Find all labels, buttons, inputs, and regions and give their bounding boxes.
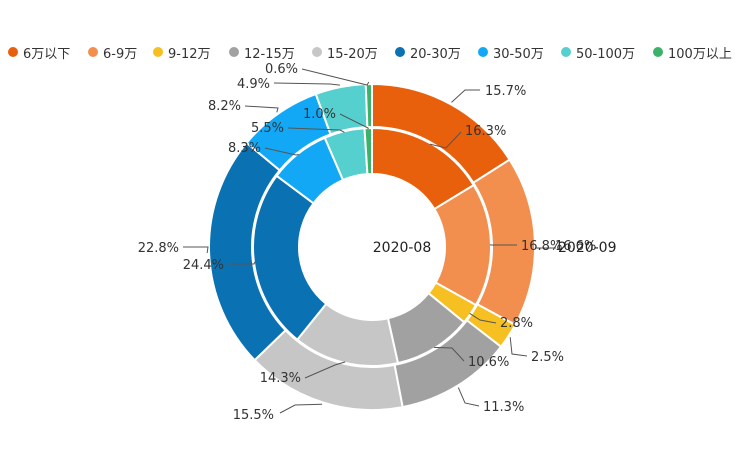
outer-slice-label-7: 8.2%: [208, 99, 241, 114]
legend-label: 30-50万: [493, 46, 544, 62]
inner-slice-label-1: 16.3%: [465, 124, 506, 139]
legend-label: 6-9万: [103, 46, 138, 62]
outer-label-line-9: [301, 68, 370, 86]
outer-label-line-5: [279, 403, 323, 414]
legend-label: 50-100万: [576, 46, 636, 62]
legend-item-5[interactable]: 15-20万: [312, 43, 378, 62]
outer-slice-label-2: 16.6%: [555, 239, 596, 254]
outer-label-line-3: [509, 337, 528, 357]
legend-label: 9-12万: [168, 46, 211, 62]
legend-label: 15-20万: [327, 46, 378, 62]
inner-slice-label-5: 14.3%: [260, 371, 301, 386]
legend-label: 100万以上: [668, 46, 732, 62]
legend-swatch: [395, 47, 405, 57]
outer-label-line-6: [183, 246, 209, 254]
legend-item-6[interactable]: 20-30万: [395, 43, 461, 62]
outer-label-line-4: [457, 387, 480, 407]
outer-slice-label-3: 2.5%: [531, 350, 564, 365]
inner-slice-label-2: 16.8%: [521, 239, 562, 254]
legend-label: 12-15万: [244, 46, 295, 62]
legend-item-7[interactable]: 30-50万: [478, 43, 544, 62]
inner-label-line-1: [429, 131, 462, 149]
legend-item-8[interactable]: 50-100万: [561, 43, 636, 62]
slices: [208, 82, 536, 411]
outer-slice-label-6: 22.8%: [138, 241, 179, 256]
legend-item-3[interactable]: 9-12万: [153, 43, 211, 62]
legend-label: 6万以下: [23, 46, 71, 62]
legend-label: 20-30万: [410, 46, 461, 62]
inner-label-line-4: [433, 346, 465, 362]
inner-slice-label-9: 1.0%: [303, 107, 336, 122]
outer-label-line-1: [451, 89, 480, 103]
label-lines: [183, 68, 556, 414]
legend-swatch: [312, 47, 322, 57]
legend-swatch: [8, 47, 18, 57]
slice-labels: 15.7% 16.6% 2.5% 11.3% 15.5% 22.8% 8.2% 4.9%0.6…: [138, 62, 617, 423]
inner-label-line-7: [264, 147, 299, 156]
inner-slice-6[interactable]: [252, 174, 328, 342]
inner-label-line-8: [287, 127, 345, 133]
legend-swatch: [653, 47, 663, 57]
inner-slice-label-3: 2.8%: [500, 316, 533, 331]
outer-slice-label-4: 11.3%: [483, 400, 524, 415]
legend-item-1[interactable]: 6万以下: [8, 43, 71, 62]
inner-slice-9[interactable]: [363, 126, 373, 176]
legend-swatch: [88, 47, 98, 57]
outer-slice-label-8: 4.9%: [237, 77, 270, 92]
outer-series-name: 2020-09: [558, 240, 617, 256]
outer-slice-label-9: 0.6%: [265, 62, 298, 77]
chart-legend: 6万以下 6-9万 9-12万 12-15万 15-20万 20-30万 30-50万 50-…: [0, 43, 744, 62]
outer-label-line-8: [273, 82, 341, 86]
legend-swatch: [561, 47, 571, 57]
outer-label-line-7: [244, 105, 279, 113]
inner-label-line-3: [469, 312, 497, 324]
outer-slice-label-1: 15.7%: [485, 84, 526, 99]
legend-item-4[interactable]: 12-15万: [229, 43, 295, 62]
inner-slice-label-6: 24.4%: [183, 258, 224, 273]
outer-slice-9[interactable]: [364, 82, 373, 129]
inner-slice-label-7: 8.3%: [228, 141, 261, 156]
inner-slice-label-4: 10.6%: [468, 355, 509, 370]
legend-item-2[interactable]: 6-9万: [88, 43, 138, 62]
legend-swatch: [478, 47, 488, 57]
inner-series-name: 2020-08: [373, 240, 432, 256]
legend-swatch: [153, 47, 163, 57]
inner-slice-label-8: 5.5%: [251, 121, 284, 136]
legend-item-9[interactable]: 100万以上: [653, 43, 732, 62]
inner-label-line-6: [228, 261, 256, 265]
outer-slice-label-5: 15.5%: [233, 408, 274, 423]
legend-swatch: [229, 47, 239, 57]
inner-label-line-5: [304, 361, 346, 379]
inner-label-line-9: [339, 113, 369, 130]
